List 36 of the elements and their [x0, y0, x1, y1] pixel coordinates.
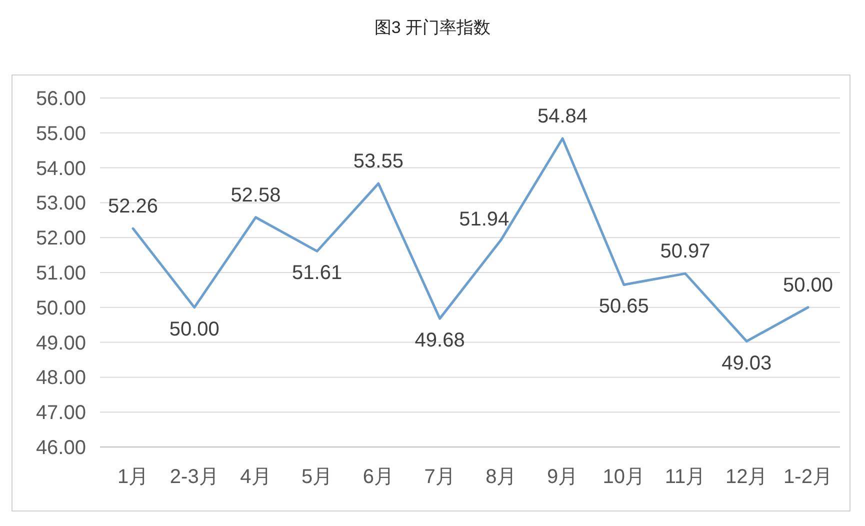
y-tick-label: 51.00	[36, 262, 86, 284]
y-tick-label: 56.00	[36, 88, 86, 110]
x-tick-label: 2-3月	[170, 466, 219, 488]
x-tick-label: 9月	[546, 466, 578, 488]
data-label: 51.61	[292, 262, 342, 284]
data-label: 50.00	[782, 274, 834, 296]
y-tick-label: 54.00	[36, 158, 86, 180]
data-label: 52.26	[108, 196, 158, 218]
chart-title: 图3 开门率指数	[374, 18, 491, 37]
y-tick-label: 46.00	[36, 437, 86, 459]
x-tick-label: 1月	[117, 466, 149, 488]
x-tick-label: 4月	[240, 466, 272, 488]
data-label: 53.55	[353, 150, 404, 173]
y-tick-label: 49.00	[36, 332, 86, 354]
x-tick-label: 12月	[726, 466, 768, 488]
y-tick-label: 53.00	[36, 192, 86, 215]
y-tick-label: 50.00	[36, 297, 86, 320]
data-label: 50.65	[598, 296, 649, 318]
data-label: 54.84	[538, 105, 588, 128]
x-tick-label: 11月	[664, 466, 706, 488]
data-label: 49.68	[414, 330, 465, 352]
data-label: 49.03	[722, 352, 772, 374]
data-label: 52.58	[230, 184, 281, 206]
y-tick-label: 52.00	[36, 228, 86, 250]
y-tick-label: 47.00	[36, 402, 86, 424]
y-tick-label: 48.00	[36, 367, 86, 390]
y-tick-label: 55.00	[36, 122, 86, 145]
x-tick-label: 1-2月	[784, 466, 832, 488]
x-tick-label: 6月	[362, 466, 394, 488]
x-tick-label: 7月	[424, 466, 456, 488]
x-tick-label: 5月	[302, 466, 333, 488]
data-label: 51.94	[459, 208, 510, 231]
x-tick-label: 10月	[602, 466, 646, 488]
data-label: 50.00	[169, 318, 220, 340]
data-label: 50.97	[660, 240, 710, 263]
x-tick-label: 8月	[486, 466, 517, 488]
